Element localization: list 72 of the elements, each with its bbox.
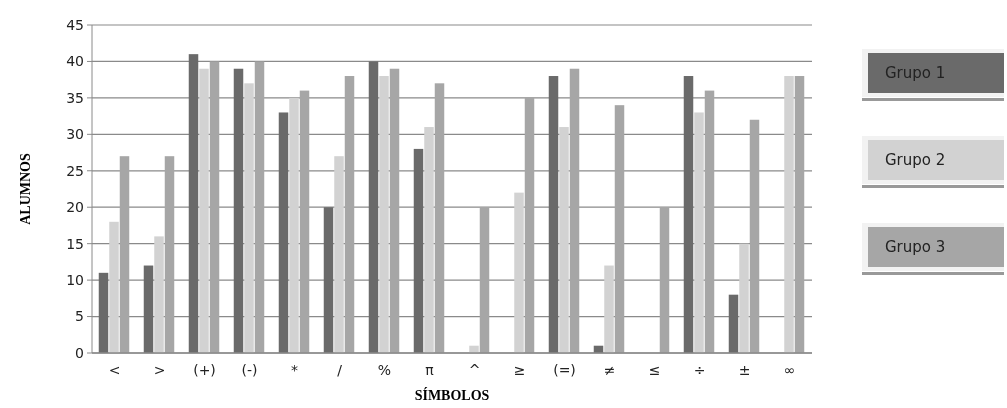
y-tick-label: 5 <box>75 308 84 325</box>
bar <box>413 148 424 353</box>
bar <box>548 76 559 353</box>
bar <box>98 272 109 353</box>
y-tick-label: 35 <box>66 89 84 106</box>
x-tick-label: ^ <box>468 362 481 378</box>
bar <box>559 127 569 353</box>
bar <box>784 76 794 353</box>
bar <box>299 90 310 353</box>
y-tick-label: 20 <box>66 199 84 216</box>
x-tick-label: % <box>377 362 392 378</box>
bar <box>424 127 434 353</box>
bar <box>659 207 670 353</box>
x-tick-label: (-) <box>241 362 258 378</box>
y-tick-label: 0 <box>75 344 84 361</box>
x-tick-label: ≠ <box>603 362 616 378</box>
bar <box>728 294 739 353</box>
x-tick-label: ÷ <box>693 362 706 378</box>
x-tick-label: * <box>291 362 298 378</box>
bar <box>119 156 130 353</box>
text: Grupo 3 <box>885 238 946 257</box>
x-tick-label: (+) <box>193 362 216 378</box>
bar <box>434 83 445 353</box>
bar <box>188 54 199 353</box>
bar <box>479 207 490 353</box>
bar <box>344 76 355 353</box>
x-tick-label: (=) <box>553 362 576 378</box>
bar <box>749 119 760 353</box>
x-tick-label: / <box>337 362 343 378</box>
y-tick-label: 10 <box>66 272 84 289</box>
bar <box>694 112 704 353</box>
bar <box>524 97 535 353</box>
y-tick-label: 15 <box>66 235 84 252</box>
bar <box>244 83 254 353</box>
bar <box>739 243 749 353</box>
bar <box>389 68 400 353</box>
bar <box>604 265 614 353</box>
bar <box>143 265 154 353</box>
bar <box>233 68 244 353</box>
y-tick-label: 30 <box>66 126 84 143</box>
y-tick-label: 45 <box>66 16 84 33</box>
text: Grupo 1 <box>885 64 946 83</box>
bar <box>289 97 299 353</box>
bar <box>209 61 220 353</box>
x-tick-label: < <box>108 362 121 378</box>
x-tick-label: ∞ <box>783 362 796 378</box>
y-tick-label: 25 <box>66 162 84 179</box>
bar <box>379 76 389 353</box>
bar <box>704 90 715 353</box>
bar <box>164 156 175 353</box>
text: Grupo 2 <box>885 151 946 170</box>
bar <box>368 61 379 353</box>
x-tick-label: > <box>153 362 166 378</box>
bar <box>514 192 524 353</box>
x-tick-label: ± <box>738 362 751 378</box>
bar <box>323 207 334 353</box>
x-tick-label: π <box>425 362 435 378</box>
x-axis-title: SÍMBOLOS <box>414 387 490 403</box>
bar <box>794 76 805 353</box>
x-tick-label: ≤ <box>648 362 661 378</box>
bar <box>569 68 580 353</box>
bar <box>254 61 265 353</box>
bar <box>683 76 694 353</box>
bar <box>278 112 289 353</box>
y-tick-label: 40 <box>66 53 84 70</box>
bar <box>154 236 164 353</box>
x-tick-label: ≥ <box>513 362 526 378</box>
y-axis-title: ALUMNOS <box>18 153 33 225</box>
bar <box>334 156 344 353</box>
bar <box>109 221 119 353</box>
bar <box>614 105 625 353</box>
bar <box>199 68 209 353</box>
